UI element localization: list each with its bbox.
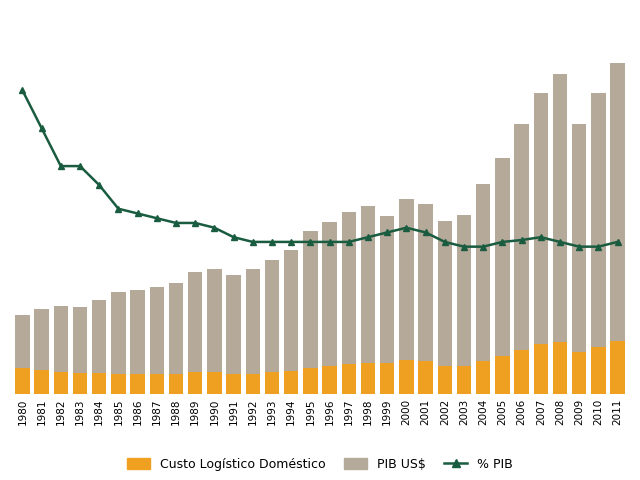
Bar bbox=[246, 374, 260, 394]
Bar bbox=[150, 288, 164, 374]
Bar bbox=[15, 315, 29, 368]
Bar bbox=[284, 250, 298, 371]
Bar bbox=[207, 269, 221, 372]
Bar bbox=[553, 342, 567, 394]
Bar bbox=[54, 372, 68, 394]
Bar bbox=[591, 93, 605, 347]
Bar bbox=[188, 372, 202, 394]
Bar bbox=[303, 368, 317, 394]
Bar bbox=[92, 300, 106, 373]
Bar bbox=[419, 361, 433, 394]
Bar bbox=[73, 307, 87, 373]
Bar bbox=[495, 158, 509, 356]
Bar bbox=[342, 212, 356, 364]
Bar bbox=[591, 347, 605, 394]
Bar bbox=[380, 216, 394, 363]
Bar bbox=[246, 269, 260, 374]
Bar bbox=[227, 374, 241, 394]
Bar bbox=[111, 292, 125, 374]
Bar bbox=[457, 366, 471, 394]
Bar bbox=[207, 372, 221, 394]
Bar bbox=[73, 373, 87, 394]
Bar bbox=[92, 373, 106, 394]
Bar bbox=[303, 231, 317, 368]
Bar bbox=[419, 204, 433, 361]
Bar bbox=[131, 290, 145, 374]
Bar bbox=[534, 344, 548, 394]
Bar bbox=[265, 372, 279, 394]
Bar bbox=[515, 350, 529, 394]
Bar bbox=[35, 370, 49, 394]
Bar bbox=[35, 309, 49, 370]
Bar bbox=[54, 306, 68, 372]
Bar bbox=[476, 361, 490, 394]
Bar bbox=[515, 124, 529, 350]
Bar bbox=[572, 124, 586, 352]
Bar bbox=[611, 341, 625, 394]
Bar bbox=[188, 272, 202, 372]
Bar bbox=[131, 374, 145, 394]
Bar bbox=[572, 352, 586, 394]
Bar bbox=[438, 221, 452, 366]
Bar bbox=[476, 184, 490, 361]
Bar bbox=[111, 374, 125, 394]
Bar bbox=[457, 215, 471, 366]
Bar bbox=[342, 364, 356, 394]
Bar bbox=[553, 73, 567, 342]
Bar bbox=[169, 283, 183, 373]
Bar bbox=[265, 260, 279, 372]
Bar bbox=[495, 356, 509, 394]
Bar bbox=[380, 363, 394, 394]
Bar bbox=[438, 366, 452, 394]
Bar bbox=[284, 371, 298, 394]
Bar bbox=[150, 374, 164, 394]
Bar bbox=[399, 200, 413, 360]
Legend: Custo Logístico Doméstico, PIB US$, % PIB: Custo Logístico Doméstico, PIB US$, % PI… bbox=[122, 453, 518, 476]
Bar bbox=[323, 366, 337, 394]
Bar bbox=[611, 63, 625, 341]
Bar bbox=[15, 368, 29, 394]
Bar bbox=[169, 373, 183, 394]
Bar bbox=[227, 276, 241, 374]
Bar bbox=[399, 360, 413, 394]
Bar bbox=[361, 205, 375, 362]
Bar bbox=[361, 362, 375, 394]
Bar bbox=[534, 93, 548, 344]
Bar bbox=[323, 222, 337, 366]
